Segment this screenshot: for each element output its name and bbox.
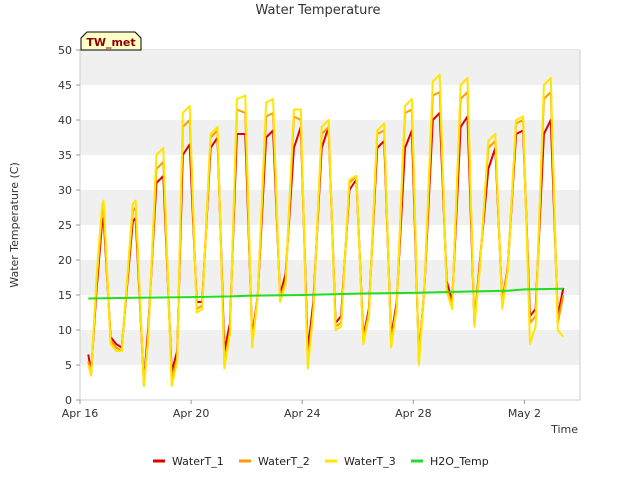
x-tick-label: May 2 bbox=[508, 407, 541, 420]
legend-label-watert-1: WaterT_1 bbox=[172, 455, 224, 468]
badge-box bbox=[80, 31, 142, 51]
y-tick-label: 40 bbox=[58, 114, 72, 127]
y-tick-label: 25 bbox=[58, 219, 72, 232]
y-axis-ticks: 0 5 10 15 20 25 30 35 40 45 50 bbox=[58, 44, 80, 407]
legend-label-h2o-temp: H2O_Temp bbox=[430, 455, 489, 468]
x-axis-ticks: Apr 16 Apr 20 Apr 24 Apr 28 May 2 bbox=[62, 400, 541, 420]
y-tick-label: 10 bbox=[58, 324, 72, 337]
x-tick-label: Apr 24 bbox=[284, 407, 321, 420]
series-lines bbox=[87, 73, 565, 387]
y-tick-label: 30 bbox=[58, 184, 72, 197]
chart-title: Water Temperature bbox=[256, 3, 381, 18]
y-tick-label: 0 bbox=[65, 394, 72, 407]
y-tick-label: 20 bbox=[58, 254, 72, 267]
grid-bands bbox=[80, 50, 580, 365]
y-tick-label: 15 bbox=[58, 289, 72, 302]
y-axis-label: Water Temperature (C) bbox=[8, 162, 21, 287]
x-axis-label: Time bbox=[550, 423, 578, 436]
legend: WaterT_1 WaterT_2 WaterT_3 H2O_Temp bbox=[153, 455, 489, 468]
y-tick-label: 50 bbox=[58, 44, 72, 57]
x-tick-label: Apr 20 bbox=[173, 407, 210, 420]
grid-band bbox=[80, 50, 580, 85]
legend-label-watert-2: WaterT_2 bbox=[258, 455, 310, 468]
series-line-h2o-temp bbox=[88, 287, 564, 300]
series-line-watert-3 bbox=[87, 73, 565, 387]
x-tick-label: Apr 16 bbox=[62, 407, 99, 420]
grid-band bbox=[80, 330, 580, 365]
x-tick-label: Apr 28 bbox=[395, 407, 432, 420]
badge-label: TW_met bbox=[86, 36, 135, 49]
y-tick-label: 35 bbox=[58, 149, 72, 162]
y-tick-label: 5 bbox=[65, 359, 72, 372]
station-badge: TW_met bbox=[80, 31, 142, 51]
y-tick-label: 45 bbox=[58, 79, 72, 92]
legend-label-watert-3: WaterT_3 bbox=[344, 455, 396, 468]
grid-band bbox=[80, 260, 580, 295]
